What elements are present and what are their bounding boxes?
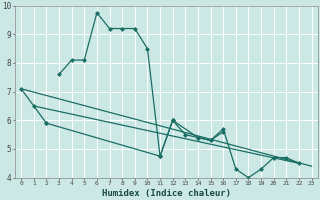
X-axis label: Humidex (Indice chaleur): Humidex (Indice chaleur) — [102, 189, 231, 198]
